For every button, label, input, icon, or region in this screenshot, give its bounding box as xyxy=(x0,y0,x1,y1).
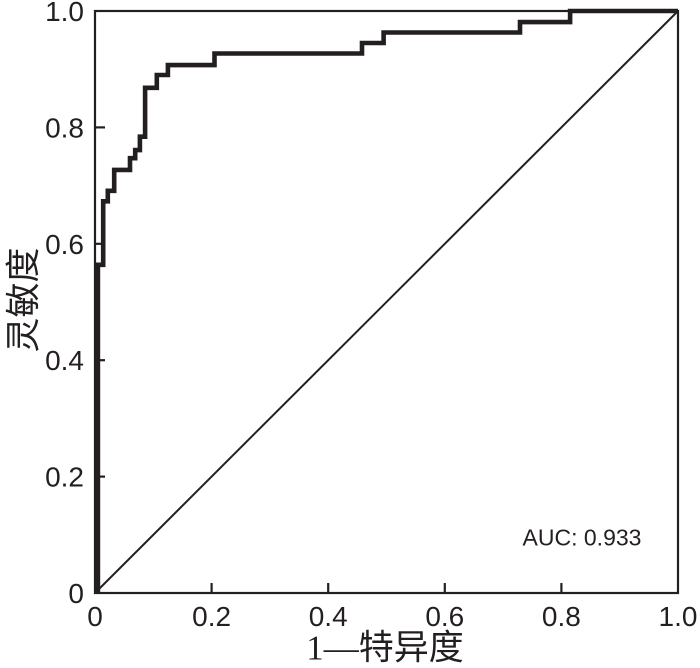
plot-border xyxy=(93,9,680,595)
x-axis-title: 1—特异度 xyxy=(306,628,464,668)
x-tick-label: 0 xyxy=(87,601,103,632)
y-tick-label: 0.6 xyxy=(45,229,84,260)
y-axis-title: 灵敏度 xyxy=(4,247,44,353)
reference-diagonal-line xyxy=(94,10,679,594)
y-tick-label: 0.2 xyxy=(45,462,84,493)
y-tick-label: 0.8 xyxy=(45,112,84,143)
y-tick-label: 0 xyxy=(68,578,84,609)
y-tick-label: 1.0 xyxy=(45,0,84,27)
x-tick-label: 0.6 xyxy=(425,601,464,632)
x-tick-label: 0.2 xyxy=(192,601,231,632)
x-tick-label: 0.8 xyxy=(542,601,581,632)
x-tick-label: 1.0 xyxy=(659,601,698,632)
y-tick-label: 0.4 xyxy=(45,345,84,376)
roc-curve-line xyxy=(95,8,678,593)
auc-annotation: AUC: 0.933 xyxy=(522,524,642,551)
x-tick-label: 0.4 xyxy=(309,601,348,632)
